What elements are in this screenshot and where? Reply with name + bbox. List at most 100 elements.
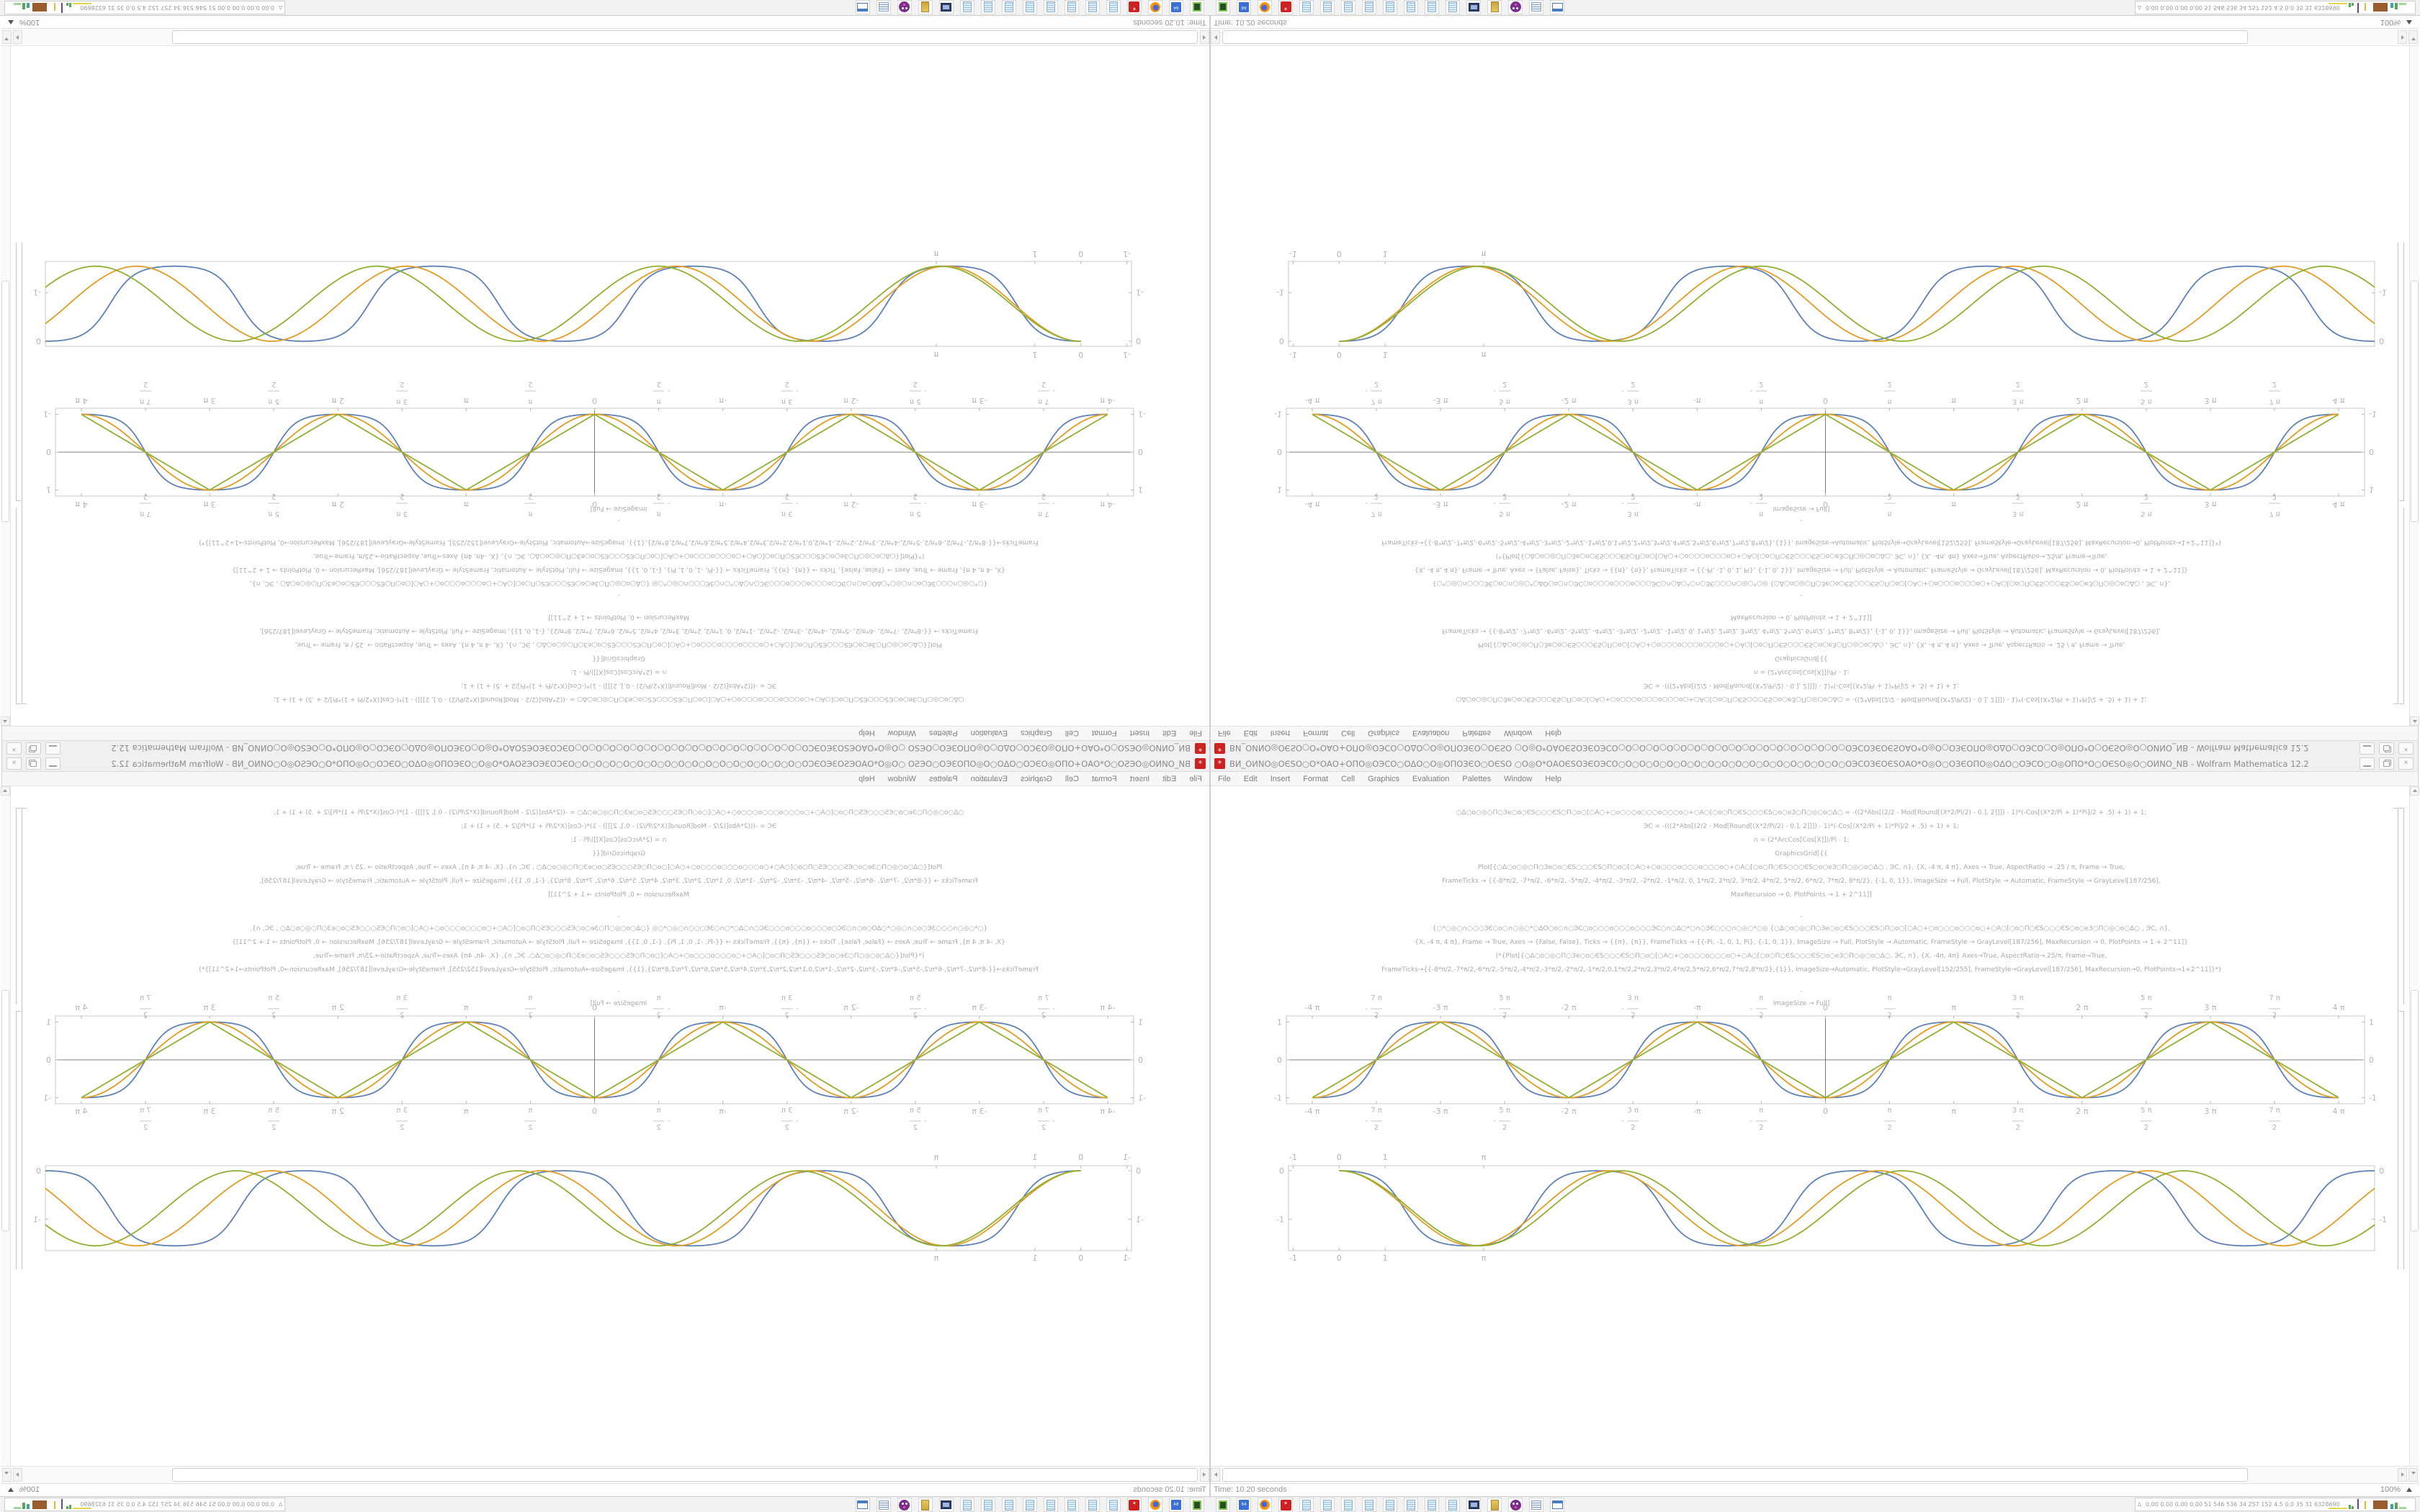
code-line[interactable]: ImageSize → Full]: [1773, 1000, 1830, 1007]
notebook-code-cells[interactable]: ○Δ○о○◎○П○Зе○о○ЄЅ○○○ЄЅ○П○о○[○А○+○о○○○о○○○…: [1211, 806, 2392, 1011]
horizontal-scroll-thumb[interactable]: [172, 1468, 1198, 1482]
code-line[interactable]: (*{Plot[{○Δ○о○◎○П○Зе○о○ЄЅ○○○ЄЅ○П○о○[○А○+…: [313, 953, 925, 960]
code-line[interactable]: FrameTicks→{{-8*π/2,-7*π/2,-6*π/2,-5*π/2…: [1381, 539, 2221, 546]
menu-help[interactable]: Help: [1545, 729, 1561, 738]
restore-button[interactable]: [2379, 757, 2394, 770]
taskbar-icon-terminal[interactable]: [1190, 0, 1204, 14]
code-line[interactable]: FrameTicks → {{-8*π/2, -7*π/2, -6*π/2, -…: [259, 627, 978, 634]
taskbar-icon-monitor-camera[interactable]: [939, 0, 954, 14]
cell-group-bracket[interactable]: [2393, 808, 2398, 1269]
code-line[interactable]: ○Δ○о○◎○П○Зе○о○ЄЅ○○○ЄЅ○П○о○[○А○+○о○○○о○○○…: [1456, 809, 2147, 816]
scroll-right-button[interactable]: [2398, 1468, 2407, 1482]
taskbar-icon-floppy-64[interactable]: 64: [1169, 1498, 1183, 1512]
taskbar-icon-notepad[interactable]: [960, 1498, 974, 1512]
scroll-right-button[interactable]: [13, 30, 22, 44]
restore-button[interactable]: [26, 757, 41, 770]
horizontal-scrollbar[interactable]: [1, 1466, 1209, 1483]
taskbar-icon-terminal[interactable]: [1216, 0, 1230, 14]
code-line[interactable]: FrameTicks → {{-8*π/2, -7*π/2, -6*π/2, -…: [1442, 878, 2161, 885]
taskbar-icon-terminal[interactable]: [1190, 1498, 1204, 1512]
taskbar-icon-purple-app[interactable]: [1508, 0, 1523, 14]
taskbar-icon-window-frame[interactable]: [856, 1498, 870, 1512]
taskbar-icon-printer[interactable]: [877, 0, 891, 14]
menu-graphics[interactable]: Graphics: [1020, 729, 1052, 738]
menu-insert[interactable]: Insert: [1129, 729, 1150, 738]
system-monitor-applet[interactable]: ∆ 0.00 0.00 0.00 0.00 51 546 536 34 257 …: [4, 1498, 285, 1511]
vertical-scrollbar[interactable]: [2409, 46, 2419, 726]
menu-palettes[interactable]: Palettes: [1462, 729, 1492, 738]
menu-help[interactable]: Help: [859, 774, 875, 783]
taskbar-icon-notepad[interactable]: [1085, 1498, 1100, 1512]
code-line[interactable]: MaxRecursion → 0, PlotPoints → 1 + 2^11]…: [1731, 891, 1872, 899]
vertical-scrollbar[interactable]: [2409, 786, 2419, 1466]
system-monitor-applet[interactable]: ∆ 0.00 0.00 0.00 0.00 51 546 536 34 257 …: [2135, 1498, 2416, 1511]
cell-bracket-output[interactable]: [2399, 243, 2404, 501]
menu-edit[interactable]: Edit: [1162, 774, 1177, 783]
taskbar-icon-folder[interactable]: [918, 1498, 933, 1512]
menu-help[interactable]: Help: [859, 729, 875, 738]
code-line[interactable]: {○*○◎○∩○○○ЗЄ○о○∩○◎○*○ΔО○о○∩○ЭС○о○○○о○○○о…: [249, 925, 988, 932]
scroll-left-button[interactable]: [1211, 30, 1220, 44]
code-line[interactable]: MaxRecursion → 0, PlotPoints → 1 + 2^11]…: [548, 891, 689, 899]
taskbar-icon-floppy-64[interactable]: 64: [1237, 0, 1251, 14]
horizontal-scroll-thumb[interactable]: [1222, 30, 2248, 44]
scroll-up-button[interactable]: [2410, 716, 2419, 726]
taskbar-icon-notepad[interactable]: [1362, 1498, 1376, 1512]
menu-evaluation[interactable]: Evaluation: [970, 729, 1008, 738]
taskbar-icon-notepad[interactable]: [1065, 1498, 1079, 1512]
taskbar-icon-notepad[interactable]: [1404, 1498, 1418, 1512]
scroll-right-button[interactable]: [13, 1468, 22, 1482]
menu-cell[interactable]: Cell: [1065, 729, 1079, 738]
taskbar-icon-mathematica-gear[interactable]: *: [1278, 0, 1293, 14]
taskbar-icon-folder[interactable]: [918, 0, 933, 14]
taskbar-icon-notepad[interactable]: [1425, 1498, 1439, 1512]
taskbar-icon-notepad[interactable]: [1044, 1498, 1058, 1512]
close-button[interactable]: ×: [6, 742, 22, 755]
code-line[interactable]: FrameTicks→{{-8*π/2,-7*π/2,-6*π/2,-5*π/2…: [199, 966, 1039, 973]
taskbar-icon-mathematica-gear[interactable]: *: [1127, 1498, 1142, 1512]
menu-format[interactable]: Format: [1303, 729, 1329, 738]
scroll-down-button[interactable]: [2408, 1468, 2418, 1482]
taskbar-icon-floppy-64[interactable]: 64: [1169, 0, 1183, 14]
magnification-control[interactable]: 100%: [2380, 18, 2412, 27]
taskbar-icon-notepad[interactable]: [960, 0, 974, 14]
horizontal-scrollbar[interactable]: [1211, 29, 2419, 46]
taskbar-icon-notepad[interactable]: [1446, 0, 1460, 14]
code-line[interactable]: Plot[{○Δ○о○◎○П○Зе○о○ЄЅ○○○ЄЅ○П○о○[○А○+○о○…: [295, 864, 943, 871]
cell-bracket-code[interactable]: [2399, 808, 2404, 1004]
taskbar-icon-notepad[interactable]: [1404, 0, 1418, 14]
code-line[interactable]: (*{Plot[{○Δ○о○◎○П○Зе○о○ЄЅ○○○ЄЅ○П○о○[○А○+…: [1495, 953, 2107, 960]
scroll-left-button[interactable]: [1211, 1468, 1220, 1482]
code-line[interactable]: MaxRecursion → 0, PlotPoints → 1 + 2^11]…: [1731, 613, 1872, 621]
taskbar-icon-notepad[interactable]: [981, 1498, 995, 1512]
code-line[interactable]: ○Δ○о○◎○П○Зе○о○ЄЅ○○○ЄЅ○П○о○[○А○+○о○○○о○○○…: [1456, 696, 2147, 703]
restore-button[interactable]: [26, 742, 41, 755]
horizontal-scrollbar[interactable]: [1211, 1466, 2419, 1483]
taskbar-icon-firefox[interactable]: [1258, 1498, 1272, 1512]
taskbar-icon-firefox[interactable]: [1258, 0, 1272, 14]
window-titlebar[interactable]: * ВИ_ОИNО◎ОЄЅО○О*ОАО+ОПО◎ОЭСО○ОΔО○О◎ОПОЗ…: [2, 740, 1209, 756]
cell-bracket-output[interactable]: [2399, 1011, 2404, 1269]
taskbar-icon-purple-app[interactable]: [1508, 1498, 1523, 1512]
cell-bracket-code[interactable]: [2399, 508, 2404, 704]
menu-graphics[interactable]: Graphics: [1020, 774, 1052, 783]
code-line[interactable]: ,: [617, 912, 620, 919]
taskbar-icon-printer[interactable]: [877, 1498, 891, 1512]
taskbar-icon-notepad[interactable]: [1023, 1498, 1037, 1512]
code-line[interactable]: ,: [617, 593, 620, 600]
menu-insert[interactable]: Insert: [1270, 729, 1291, 738]
vertical-scrollbar[interactable]: [1, 786, 11, 1466]
menu-evaluation[interactable]: Evaluation: [1412, 774, 1450, 783]
code-line[interactable]: (*{Plot[{○Δ○о○◎○П○Зе○о○ЄЅ○○○ЄЅ○П○о○[○А○+…: [1495, 552, 2107, 559]
menu-cell[interactable]: Cell: [1341, 774, 1355, 783]
code-line[interactable]: Plot[{○Δ○о○◎○П○Зе○о○ЄЅ○○○ЄЅ○П○о○[○А○+○о○…: [1477, 864, 2125, 871]
notebook-content[interactable]: ○Δ○о○◎○П○Зе○о○ЄЅ○○○ЄЅ○П○о○[○А○+○о○○○о○○○…: [1211, 786, 2419, 1466]
taskbar-icon-notepad[interactable]: [1320, 1498, 1335, 1512]
taskbar-icon-notepad[interactable]: [1446, 1498, 1460, 1512]
menu-file[interactable]: File: [1218, 729, 1231, 738]
taskbar-icon-purple-app[interactable]: [897, 1498, 912, 1512]
close-button[interactable]: ×: [6, 757, 22, 770]
taskbar-icon-notepad[interactable]: [1106, 0, 1121, 14]
vertical-scroll-thumb[interactable]: [1, 281, 9, 522]
taskbar-icon-notepad[interactable]: [1341, 1498, 1355, 1512]
